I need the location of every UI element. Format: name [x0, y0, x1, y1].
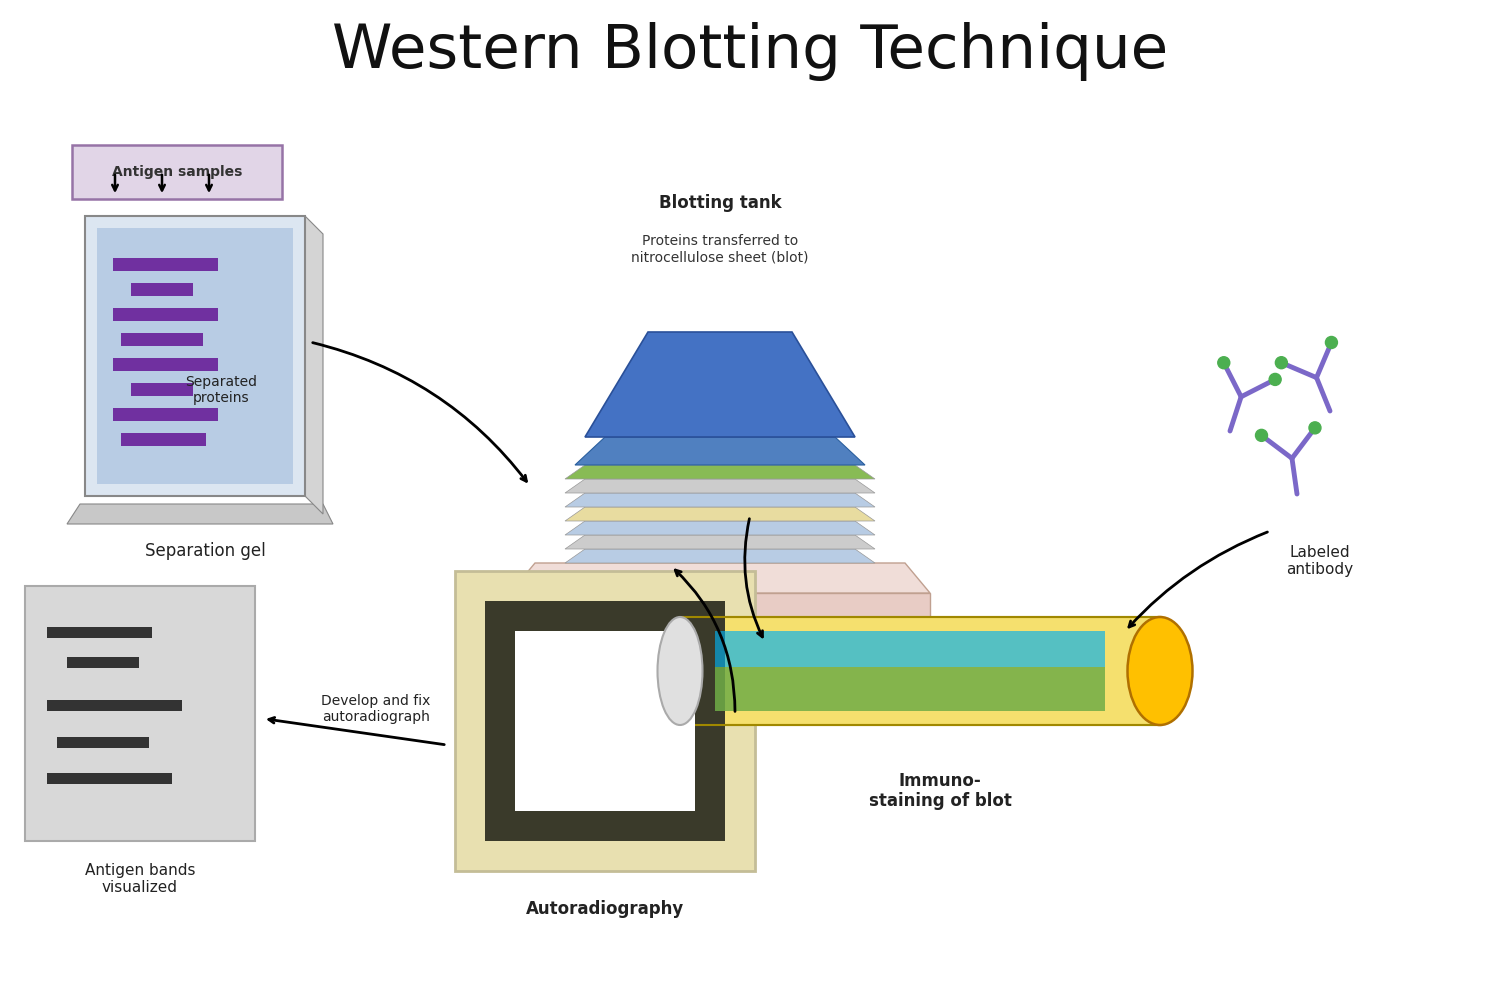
Polygon shape	[566, 521, 874, 535]
Circle shape	[1310, 422, 1322, 434]
FancyBboxPatch shape	[86, 216, 304, 496]
Text: Separated
proteins: Separated proteins	[186, 374, 258, 404]
Text: Antigen samples: Antigen samples	[112, 165, 242, 179]
FancyBboxPatch shape	[112, 308, 218, 321]
Polygon shape	[716, 632, 1106, 667]
Polygon shape	[304, 216, 322, 514]
FancyBboxPatch shape	[112, 258, 218, 271]
Polygon shape	[716, 667, 1106, 710]
Ellipse shape	[1128, 617, 1192, 725]
Text: Antigen bands
visualized: Antigen bands visualized	[86, 863, 195, 895]
FancyBboxPatch shape	[122, 433, 206, 446]
Text: Develop and fix
autoradiograph: Develop and fix autoradiograph	[321, 694, 430, 724]
Ellipse shape	[657, 617, 702, 725]
FancyBboxPatch shape	[122, 333, 202, 346]
Circle shape	[1326, 336, 1338, 348]
Polygon shape	[566, 549, 874, 563]
Text: Separation gel: Separation gel	[144, 542, 266, 560]
FancyBboxPatch shape	[57, 737, 148, 748]
Polygon shape	[585, 332, 855, 437]
Polygon shape	[566, 479, 874, 493]
Polygon shape	[566, 507, 874, 521]
FancyBboxPatch shape	[112, 408, 218, 421]
Polygon shape	[566, 493, 874, 507]
Text: Autoradiography: Autoradiography	[526, 900, 684, 918]
Text: Blotting tank: Blotting tank	[658, 194, 782, 212]
Polygon shape	[510, 563, 930, 593]
Polygon shape	[574, 437, 866, 465]
FancyBboxPatch shape	[68, 657, 140, 668]
Polygon shape	[510, 593, 930, 636]
FancyBboxPatch shape	[46, 627, 152, 638]
Text: Labeled
antibody: Labeled antibody	[1287, 545, 1353, 577]
Text: Proteins transferred to
nitrocellulose sheet (blot): Proteins transferred to nitrocellulose s…	[632, 234, 809, 265]
Circle shape	[1218, 357, 1230, 369]
FancyBboxPatch shape	[112, 358, 218, 371]
Polygon shape	[680, 617, 1160, 725]
FancyBboxPatch shape	[484, 601, 724, 841]
FancyBboxPatch shape	[98, 228, 292, 484]
Polygon shape	[566, 535, 874, 549]
FancyBboxPatch shape	[26, 586, 255, 841]
Circle shape	[1269, 373, 1281, 385]
Circle shape	[1275, 357, 1287, 369]
FancyBboxPatch shape	[72, 145, 282, 199]
Text: Western Blotting Technique: Western Blotting Technique	[332, 21, 1168, 80]
FancyBboxPatch shape	[46, 773, 172, 784]
Circle shape	[1256, 430, 1268, 442]
FancyBboxPatch shape	[130, 283, 194, 296]
FancyBboxPatch shape	[46, 700, 182, 711]
Text: Immuno-
staining of blot: Immuno- staining of blot	[868, 772, 1011, 811]
FancyBboxPatch shape	[454, 571, 754, 871]
Polygon shape	[68, 504, 333, 524]
Polygon shape	[566, 465, 874, 479]
FancyBboxPatch shape	[130, 383, 194, 396]
FancyBboxPatch shape	[514, 631, 694, 811]
